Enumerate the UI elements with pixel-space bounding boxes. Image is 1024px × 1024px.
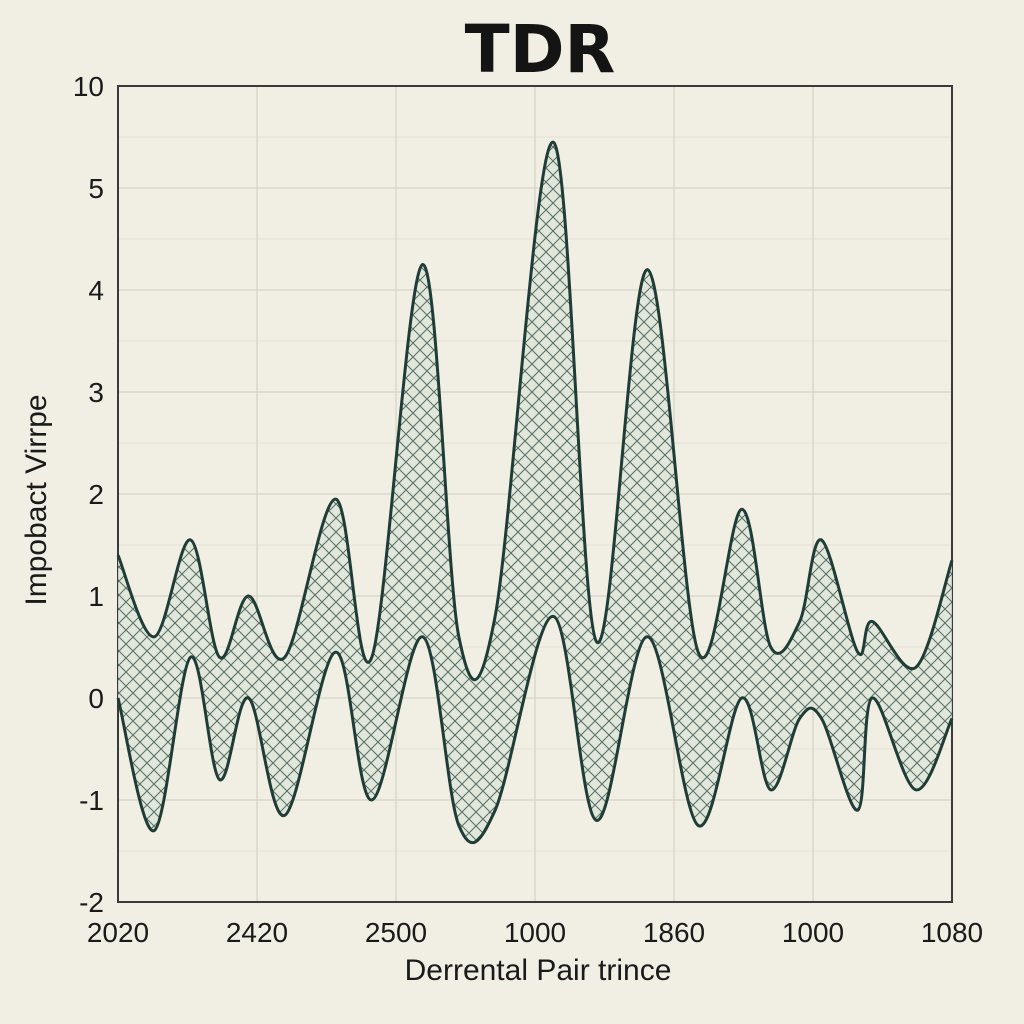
y-tick-label: 4 (88, 275, 104, 306)
x-tick-label: 2420 (226, 917, 288, 948)
x-tick-labels: 2020 2420 2500 1000 1860 1000 1080 (87, 917, 983, 948)
y-tick-label: -2 (79, 887, 104, 918)
series-group (116, 140, 954, 845)
y-tick-label: 1 (88, 581, 104, 612)
y-tick-label: 3 (88, 377, 104, 408)
y-tick-label: 10 (73, 71, 104, 102)
x-tick-label: 1860 (643, 917, 705, 948)
x-tick-label: 2500 (365, 917, 427, 948)
y-tick-label: 2 (88, 479, 104, 510)
x-tick-label: 1080 (921, 917, 983, 948)
plot-frame (117, 85, 953, 903)
x-tick-label: 2020 (87, 917, 149, 948)
y-tick-label: 5 (88, 173, 104, 204)
x-tick-label: 1000 (504, 917, 566, 948)
chart-title: TDR (465, 11, 616, 88)
x-tick-label: 1000 (782, 917, 844, 948)
series-upper-line (116, 140, 954, 682)
x-axis-label: Derrental Pair trince (405, 954, 672, 987)
y-tick-label: 0 (88, 683, 104, 714)
y-axis-label: Impobact Virrpe (20, 394, 53, 605)
series-lower-line (116, 614, 954, 845)
y-tick-label: -1 (79, 785, 104, 816)
